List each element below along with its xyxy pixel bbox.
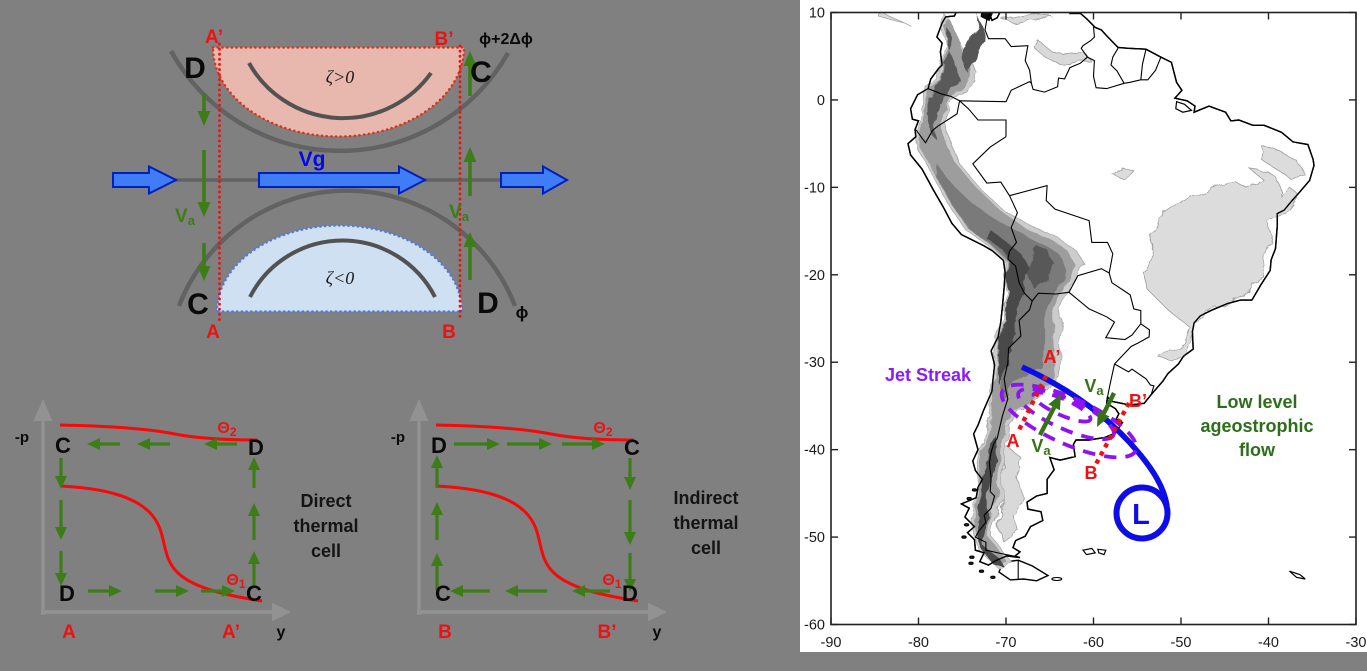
svg-text:-10: -10 [804, 180, 825, 196]
svg-text:B: B [438, 622, 452, 643]
svg-text:C: C [187, 288, 209, 321]
svg-text:D: D [431, 433, 447, 458]
svg-text:Θ1: Θ1 [226, 572, 245, 591]
svg-text:D: D [622, 581, 638, 606]
svg-text:-p: -p [15, 429, 29, 446]
svg-text:-90: -90 [821, 635, 842, 651]
svg-text:flow: flow [1239, 440, 1276, 460]
svg-text:B’: B’ [435, 29, 454, 50]
svg-text:ζ>0: ζ>0 [326, 67, 354, 87]
svg-text:cell: cell [691, 538, 721, 558]
svg-text:0: 0 [817, 93, 825, 109]
svg-text:B’: B’ [598, 622, 617, 643]
svg-text:B’: B’ [1129, 391, 1147, 411]
svg-text:-p: -p [391, 429, 405, 446]
svg-text:thermal: thermal [293, 516, 358, 536]
svg-text:Low level: Low level [1216, 392, 1297, 412]
svg-text:-70: -70 [996, 635, 1017, 651]
svg-text:-40: -40 [804, 443, 825, 459]
svg-text:-60: -60 [1083, 635, 1104, 651]
svg-text:Vg: Vg [299, 148, 326, 171]
svg-text:C: C [435, 581, 451, 606]
svg-text:C: C [470, 56, 492, 89]
svg-text:ϕ+2Δϕ: ϕ+2Δϕ [479, 31, 533, 48]
svg-text:A: A [1007, 431, 1020, 451]
svg-text:Θ2: Θ2 [217, 420, 236, 439]
svg-text:ϕ: ϕ [516, 303, 529, 322]
svg-text:A’: A’ [222, 622, 240, 643]
svg-text:Indirect: Indirect [673, 488, 738, 508]
svg-text:Θ1: Θ1 [602, 572, 621, 591]
svg-text:ζ<0: ζ<0 [326, 268, 354, 288]
svg-text:thermal: thermal [673, 513, 738, 533]
svg-text:L: L [1132, 499, 1150, 531]
svg-text:B: B [442, 322, 456, 343]
svg-text:-40: -40 [1258, 635, 1279, 651]
svg-text:ageostrophic: ageostrophic [1200, 416, 1313, 436]
svg-text:-20: -20 [804, 268, 825, 284]
svg-text:D: D [248, 435, 264, 460]
svg-text:D: D [184, 52, 206, 85]
svg-text:y: y [653, 624, 662, 641]
svg-text:C: C [624, 435, 640, 460]
svg-text:Jet Streak: Jet Streak [885, 365, 972, 385]
svg-text:-80: -80 [908, 635, 929, 651]
svg-text:Θ2: Θ2 [593, 420, 612, 439]
svg-text:-50: -50 [1171, 635, 1192, 651]
svg-text:10: 10 [809, 6, 825, 22]
svg-text:D: D [59, 581, 75, 606]
svg-text:cell: cell [311, 541, 341, 561]
svg-text:A: A [206, 322, 220, 343]
svg-text:-50: -50 [804, 530, 825, 546]
svg-text:C: C [246, 581, 262, 606]
svg-text:D: D [477, 287, 499, 320]
svg-text:A: A [62, 622, 76, 643]
svg-text:B: B [1085, 463, 1098, 483]
svg-text:-30: -30 [1346, 635, 1367, 651]
svg-text:A’: A’ [1043, 347, 1060, 367]
svg-text:-30: -30 [804, 355, 825, 371]
svg-text:C: C [55, 433, 71, 458]
svg-text:Direct: Direct [300, 491, 351, 511]
svg-text:A’: A’ [205, 27, 223, 48]
svg-text:y: y [277, 624, 286, 641]
svg-text:-60: -60 [804, 618, 825, 634]
